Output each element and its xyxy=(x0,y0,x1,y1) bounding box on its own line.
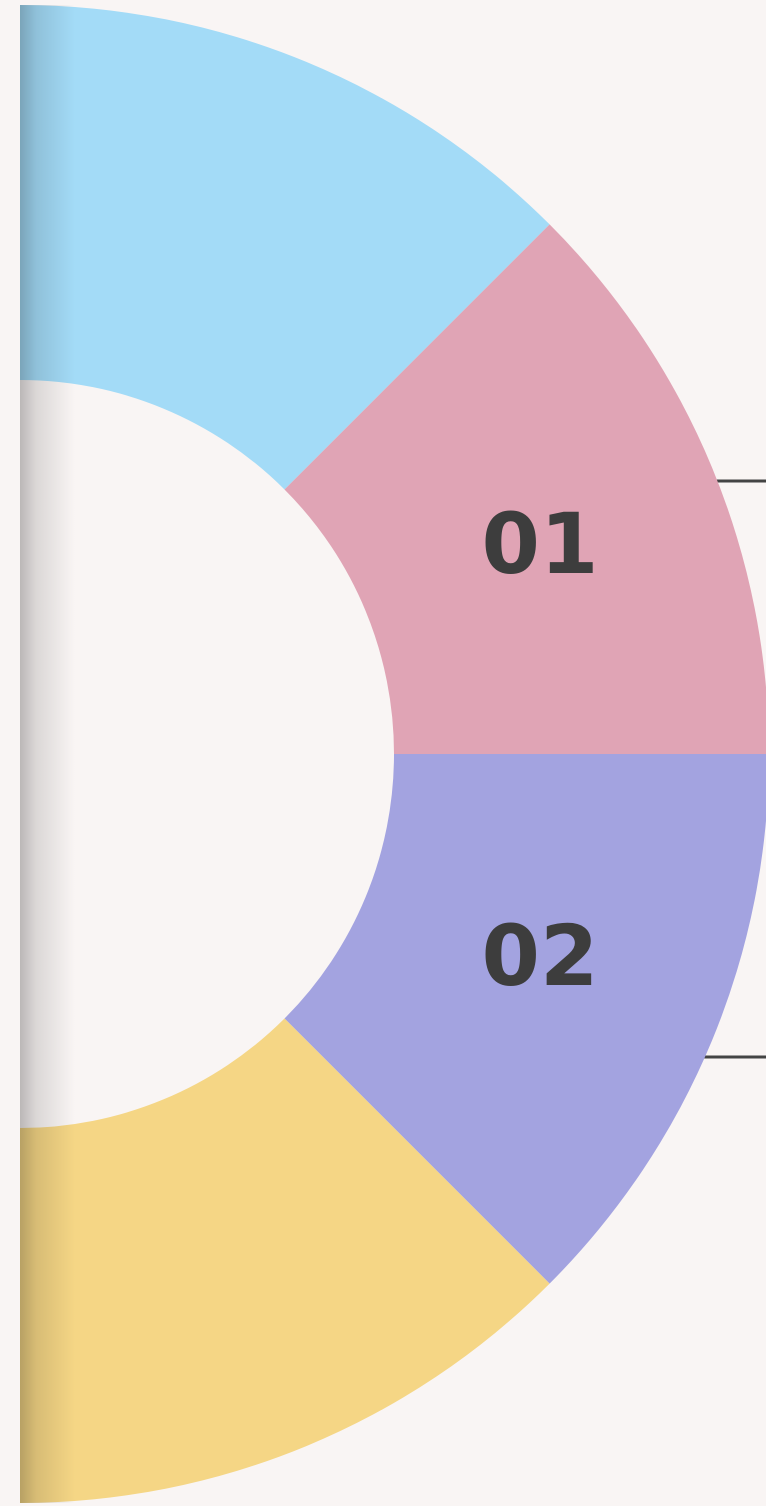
edge-shadow xyxy=(20,5,75,1503)
segment-yellow xyxy=(20,1018,550,1503)
segment-label: 01 xyxy=(482,495,599,593)
segment-blue xyxy=(20,5,550,490)
segment-label: 02 xyxy=(482,907,599,1005)
segment-pink xyxy=(284,224,766,754)
segment-purple xyxy=(284,754,766,1284)
